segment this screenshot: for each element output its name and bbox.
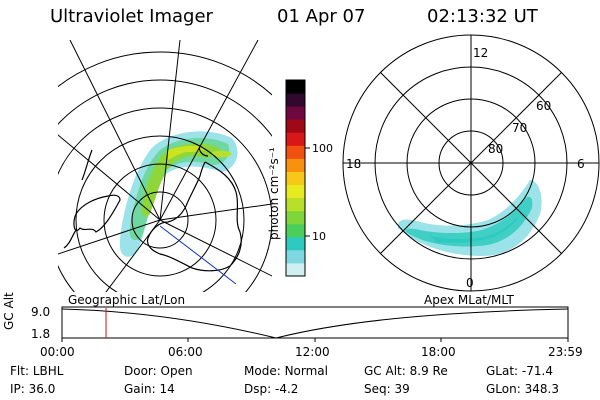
mlat-label-70: 70 [512, 121, 527, 135]
altitude-curve [61, 308, 569, 339]
colorbar-segments [286, 80, 305, 277]
time-tick-1800: 18:00 [421, 345, 456, 359]
time-tick-0000: 00:00 [40, 345, 75, 359]
right-panel-label: Apex MLat/MLT [424, 293, 514, 307]
colorbar-segment [286, 158, 305, 172]
mode-info: Mode: Normal [244, 364, 328, 378]
colorbar-segment [286, 197, 305, 212]
colorbar-tick-10: 10 [312, 230, 326, 243]
door-value: Open [160, 364, 193, 378]
colorbar-segment [286, 223, 305, 238]
header: Ultraviolet Imager 01 Apr 07 02:13:32 UT [0, 6, 600, 32]
colorbar-segment [286, 119, 305, 133]
altitude-plot [61, 306, 569, 342]
time-tick-2359: 23:59 [548, 345, 583, 359]
glat-label: GLat: [486, 364, 519, 378]
mlt-label-0: 0 [466, 276, 474, 290]
colorbar-segment [286, 171, 305, 186]
colorbar-segment [286, 236, 305, 251]
magnetic-polar-map: 12 18 6 0 60 70 80 [342, 34, 600, 292]
aurora-oval-geographic [119, 131, 238, 257]
glon-value: 348.3 [524, 382, 559, 396]
gcalt-value: 8.9 Re [409, 364, 448, 378]
door-info: Door: Open [124, 364, 193, 378]
colorbar-segment [286, 184, 305, 199]
colorbar-segment [286, 249, 305, 264]
mode-label: Mode: [244, 364, 281, 378]
mlt-label-12: 12 [473, 46, 488, 60]
coastlines [63, 145, 242, 272]
gcalt-info: GC Alt: 8.9 Re [364, 364, 448, 378]
gcalt-label: GC Alt: [364, 364, 406, 378]
ip-info: IP: 36.0 [10, 382, 55, 396]
mlt-label-18: 18 [346, 157, 361, 171]
lat-lon-grid [58, 40, 272, 292]
colorbar-segment [286, 80, 305, 94]
altitude-ymin-label: 1.8 [31, 327, 51, 341]
left-panel-label: Geographic Lat/Lon [68, 293, 186, 307]
dsp-label: Dsp: [244, 382, 272, 396]
filter-info: Flt: LBHL [10, 364, 63, 378]
glat-value: -71.4 [521, 364, 553, 378]
observation-time: 02:13:32 UT [427, 6, 538, 27]
altitude-plot-ticks [61, 338, 569, 342]
altitude-ymax-label: 9.0 [31, 305, 51, 319]
instrument-title: Ultraviolet Imager [50, 6, 213, 27]
gain-value: 14 [159, 382, 175, 396]
aurora-oval-magnetic [397, 180, 542, 256]
mlat-label-80: 80 [488, 142, 503, 156]
gain-info: Gain: 14 [124, 382, 175, 396]
seq-info: Seq: 39 [364, 382, 410, 396]
ip-value: 36.0 [28, 382, 56, 396]
dsp-value: -4.2 [274, 382, 299, 396]
colorbar-segment [286, 262, 305, 277]
mlt-label-6: 6 [577, 157, 585, 171]
colorbar-segment [286, 145, 305, 159]
glat-info: GLat: -71.4 [486, 364, 553, 378]
filter-label: Flt: [10, 364, 29, 378]
colorbar-segment [286, 93, 305, 107]
colorbar-segment [286, 210, 305, 225]
door-label: Door: [124, 364, 157, 378]
observation-date: 01 Apr 07 [277, 6, 366, 27]
colorbar: 100 10 photon cm⁻²s⁻¹ [267, 79, 333, 277]
colorbar-unit-label: photon cm⁻²s⁻¹ [267, 147, 281, 240]
mode-value: Normal [284, 364, 328, 378]
colorbar-tick-100: 100 [312, 142, 333, 155]
dsp-info: Dsp: -4.2 [244, 382, 298, 396]
filter-value: LBHL [32, 364, 64, 378]
seq-value: 39 [394, 382, 410, 396]
sun-direction-line [159, 225, 237, 285]
ip-label: IP: [10, 382, 25, 396]
seq-label: Seq: [364, 382, 391, 396]
glon-info: GLon: 348.3 [486, 382, 559, 396]
colorbar-frame [285, 79, 306, 277]
colorbar-segment [286, 106, 305, 120]
time-tick-1200: 12:00 [295, 345, 330, 359]
altitude-ylabel: GC Alt [2, 292, 16, 330]
time-tick-0600: 06:00 [168, 345, 203, 359]
glon-label: GLon: [486, 382, 521, 396]
gain-label: Gain: [124, 382, 156, 396]
geographic-map [58, 40, 272, 292]
mlat-label-60: 60 [536, 99, 551, 113]
mlat-mlt-grid [342, 34, 600, 292]
colorbar-segment [286, 132, 305, 146]
